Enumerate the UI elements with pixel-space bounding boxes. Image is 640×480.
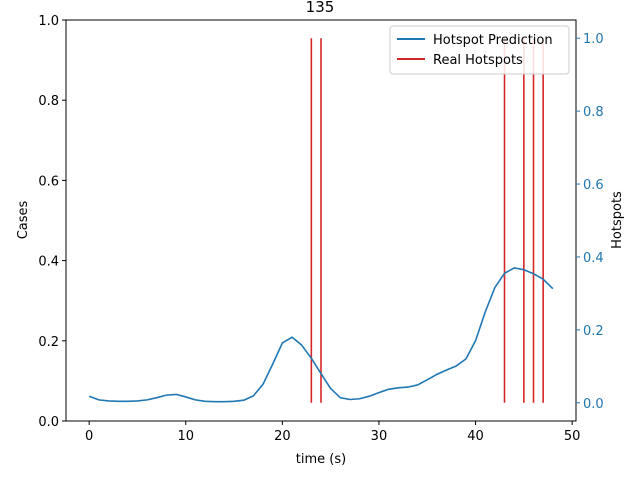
- y-axis-title-left: Cases: [16, 200, 31, 239]
- plot-area: [88, 38, 554, 403]
- legend-label-hotspots: Real Hotspots: [433, 53, 523, 68]
- y-tick-label-right: 0.0: [583, 397, 604, 412]
- y-axis-right: 0.0 0.2 0.4 0.6 0.8 1.0: [576, 32, 604, 412]
- x-tick-label: 50: [564, 429, 581, 444]
- legend-label-prediction: Hotspot Prediction: [433, 33, 553, 48]
- y-tick-label-right: 0.6: [583, 178, 604, 193]
- y-axis-title-right: Hotspots: [610, 191, 625, 249]
- legend-box: [389, 25, 570, 75]
- y-tick-label-right: 0.2: [583, 324, 604, 339]
- prediction-line: [88, 267, 554, 403]
- y-tick-label-left: 0.6: [38, 174, 59, 189]
- y-tick-label-right: 1.0: [583, 32, 604, 47]
- y-tick-label-right: 0.8: [583, 105, 604, 120]
- x-tick-label: 10: [177, 429, 194, 444]
- x-tick-label: 40: [467, 429, 484, 444]
- y-tick-label-right: 0.4: [583, 251, 604, 266]
- plot-frame: [65, 19, 577, 422]
- y-tick-label-left: 0.2: [38, 335, 59, 350]
- y-tick-label-left: 0.0: [38, 415, 59, 430]
- legend: Hotspot Prediction Real Hotspots: [389, 25, 570, 75]
- x-axis: 0 10 20 30 40 50: [85, 421, 580, 444]
- x-tick-label: 30: [371, 429, 388, 444]
- chart-title: 135: [306, 0, 335, 16]
- x-tick-label: 20: [274, 429, 291, 444]
- y-tick-label-left: 0.4: [38, 255, 59, 270]
- y-tick-label-left: 1.0: [38, 14, 59, 29]
- y-axis-left: 0.0 0.2 0.4 0.6 0.8 1.0: [38, 14, 66, 430]
- x-axis-title: time (s): [296, 452, 346, 467]
- y-tick-label-left: 0.8: [38, 94, 59, 109]
- x-tick-label: 0: [85, 429, 93, 444]
